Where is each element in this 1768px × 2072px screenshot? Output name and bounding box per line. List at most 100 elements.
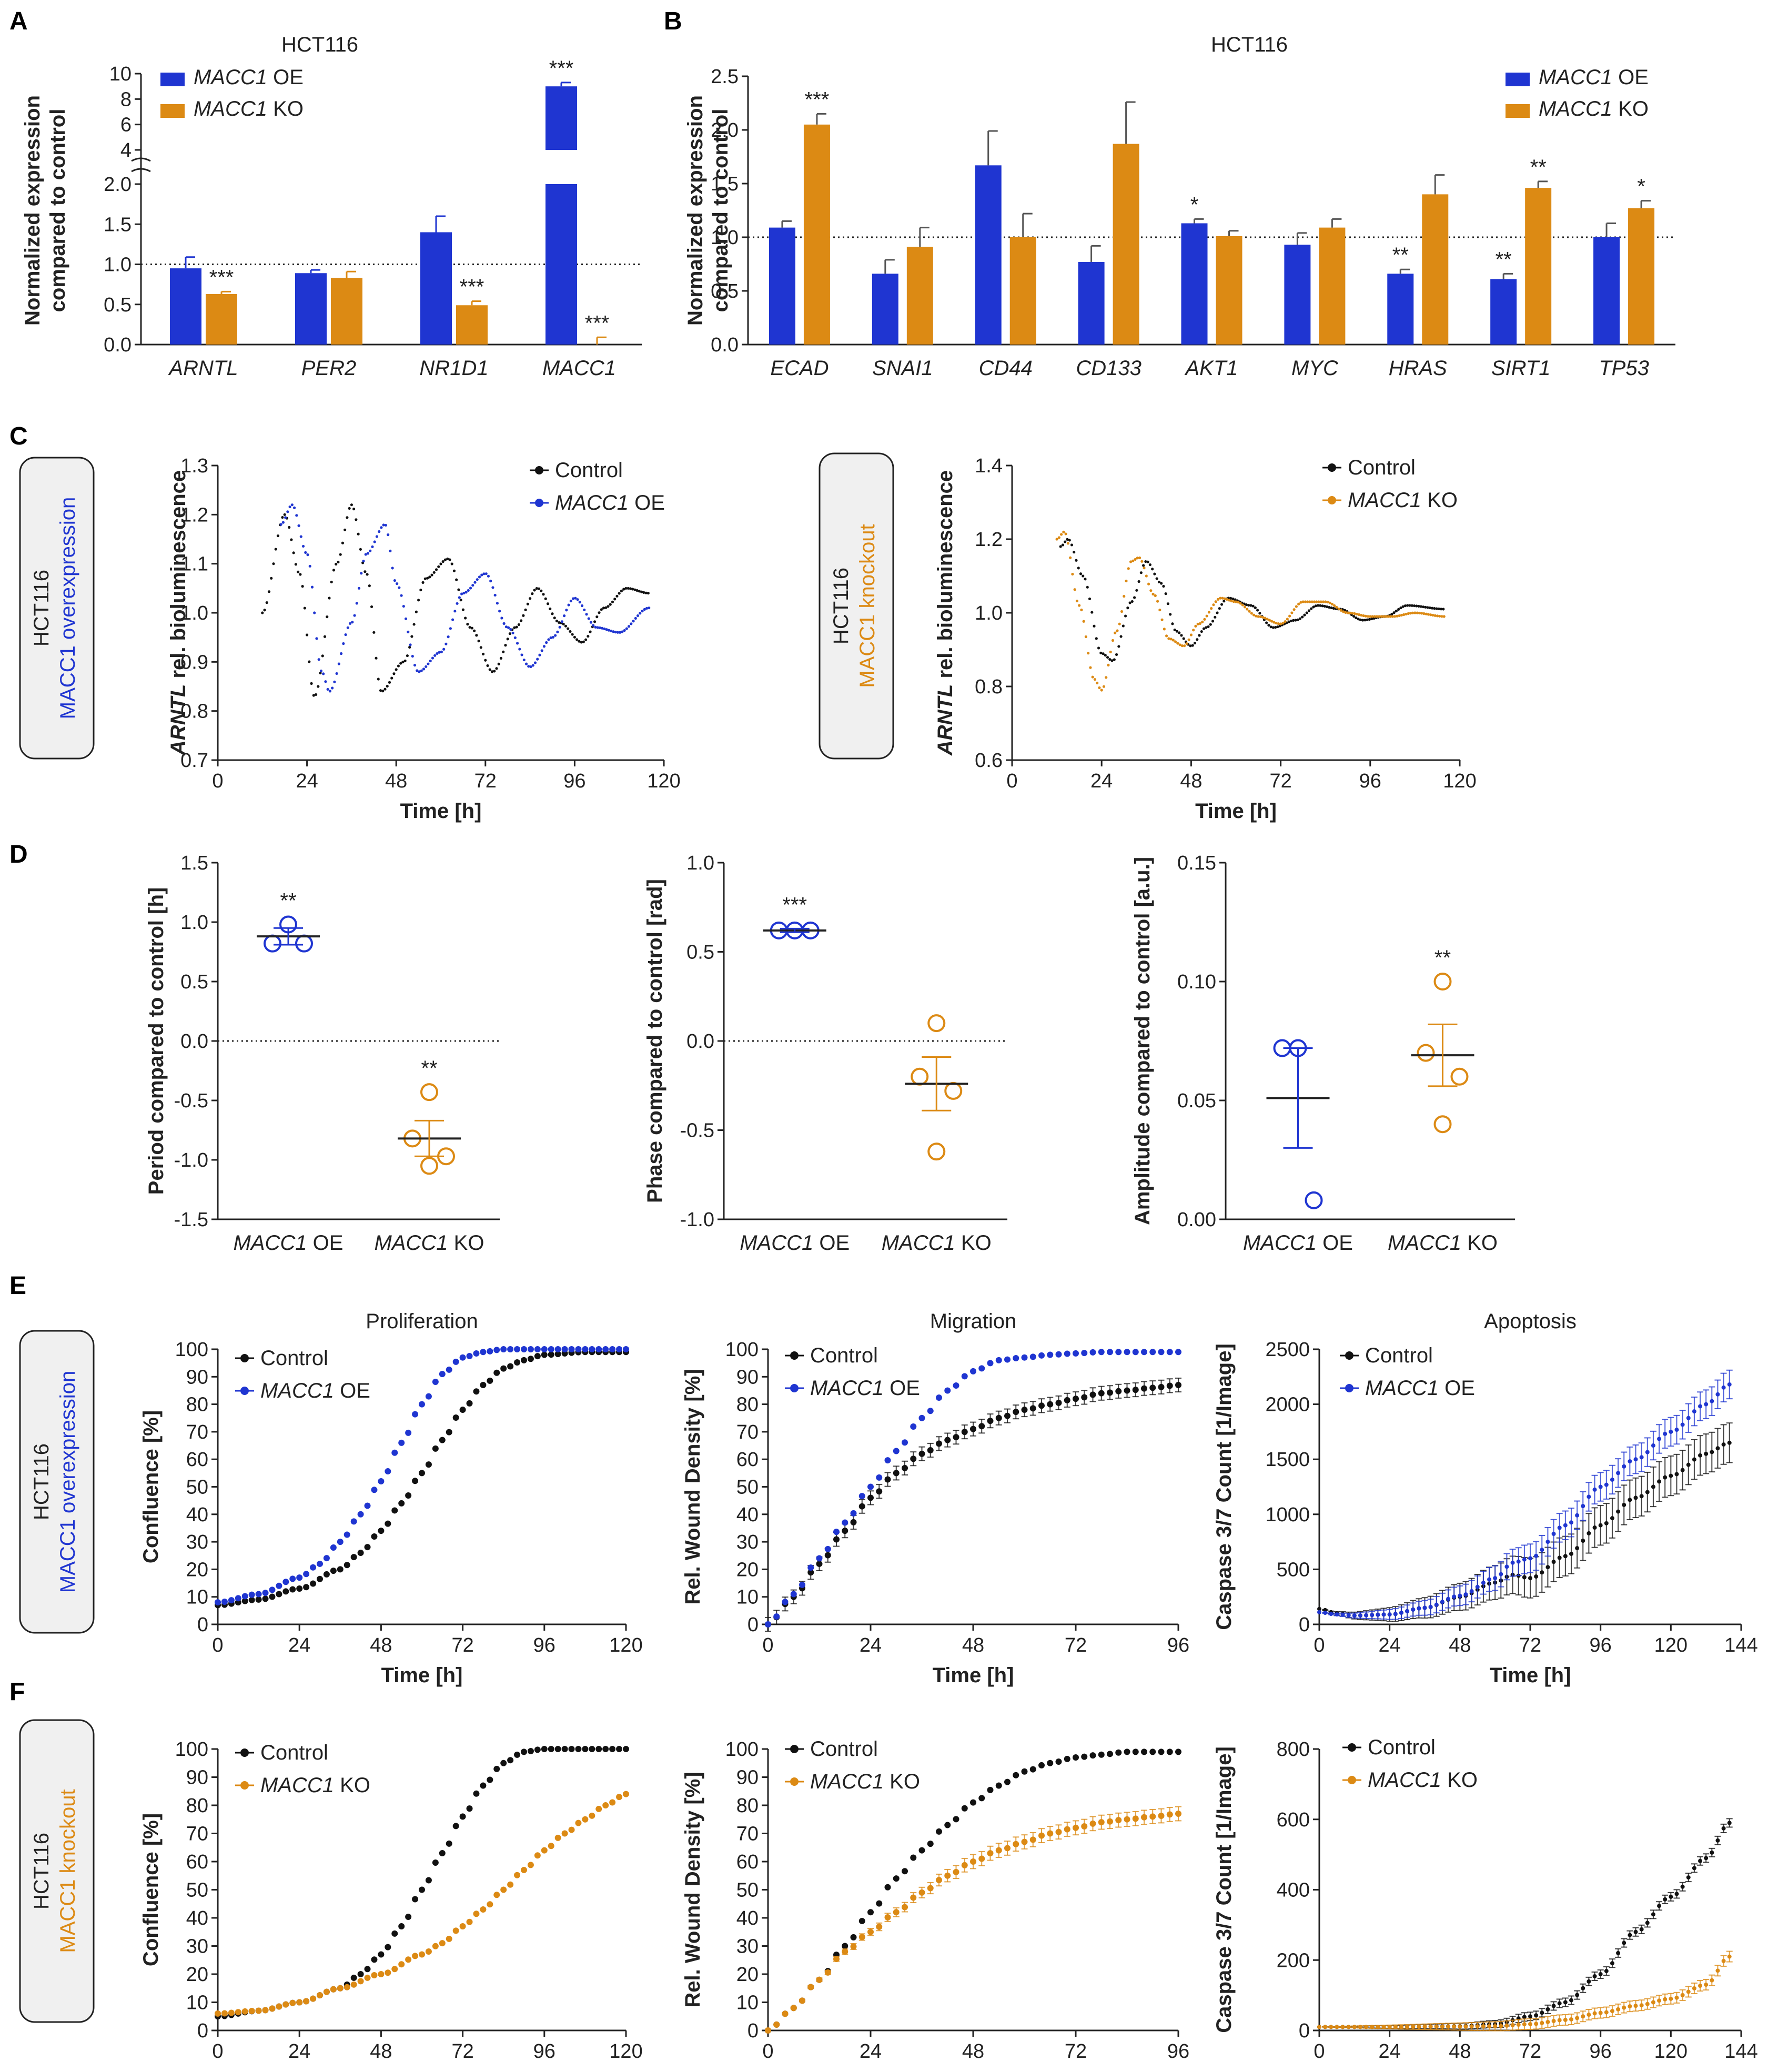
data-point	[936, 1440, 942, 1447]
data-point	[296, 1585, 303, 1592]
data-point	[371, 1956, 378, 1963]
x-tick-label: 48	[385, 770, 407, 792]
data-point	[385, 1520, 391, 1527]
data-point	[1183, 644, 1186, 648]
y-axis-label-line: compared to control	[709, 109, 732, 312]
data-point	[927, 1885, 934, 1892]
bar	[1078, 261, 1105, 345]
data-point	[1698, 1453, 1703, 1458]
legend-label-italic: MACC1	[555, 491, 629, 514]
data-point	[403, 659, 407, 662]
data-point	[290, 538, 293, 541]
data-point	[1335, 1612, 1339, 1617]
data-point	[272, 562, 275, 565]
data-point	[1366, 618, 1369, 621]
y-tick-label: 0.5	[180, 971, 208, 993]
x-axis-label: Time [h]	[933, 2070, 1014, 2072]
y-tick-label: 0	[747, 2020, 759, 2042]
legend-swatch	[1506, 73, 1530, 86]
data-point	[363, 570, 367, 573]
data-point	[1323, 2025, 1328, 2029]
data-point	[378, 530, 381, 533]
data-point	[563, 614, 566, 618]
data-point	[970, 1858, 976, 1865]
legend-label: MACC1 OE	[1539, 66, 1649, 89]
data-point	[439, 1849, 446, 1856]
data-point	[782, 1599, 789, 1605]
data-point	[1093, 678, 1097, 681]
data-point	[569, 599, 572, 603]
data-point	[1064, 1755, 1070, 1762]
y-axis-label: Caspase 3/7 Count [1/Image]	[1213, 1746, 1236, 2033]
data-point	[1134, 558, 1137, 561]
y-tick-label: 90	[736, 1767, 759, 1789]
y-tick-label: 10	[736, 1586, 759, 1609]
y-axis-label: Rel. Wound Density [%]	[681, 1369, 704, 1604]
data-point	[1330, 602, 1334, 606]
data-point	[466, 1805, 473, 1812]
data-point	[456, 602, 459, 605]
data-point	[1249, 604, 1252, 607]
data-point	[1189, 644, 1192, 648]
data-point	[446, 1366, 452, 1373]
data-point	[1358, 2025, 1362, 2029]
data-point	[1292, 608, 1296, 611]
data-point	[970, 1799, 976, 1806]
bar	[420, 232, 452, 345]
data-point	[499, 656, 503, 660]
data-point	[348, 507, 351, 510]
data-point	[281, 516, 284, 519]
significance-label: ***	[460, 276, 484, 299]
data-point	[324, 680, 327, 683]
y-tick-label: 0	[197, 2020, 208, 2042]
data-point	[575, 1346, 582, 1352]
x-category-label-rest: OE	[1317, 1231, 1353, 1255]
data-point	[1405, 1609, 1410, 1613]
data-point	[498, 610, 501, 613]
data-point	[420, 1083, 438, 1101]
data-point	[1055, 1351, 1062, 1358]
data-point	[1038, 1352, 1045, 1359]
data-point	[541, 1847, 548, 1854]
data-point	[480, 1381, 487, 1388]
data-point	[323, 1571, 330, 1578]
data-point	[1598, 1972, 1603, 1976]
data-point	[1038, 1832, 1045, 1839]
series-treatment	[1055, 530, 1446, 692]
data-point	[299, 573, 302, 576]
data-point	[1223, 600, 1226, 603]
data-point	[1422, 2024, 1427, 2029]
data-point	[521, 1346, 527, 1352]
data-point	[616, 631, 619, 634]
y-tick-label: 80	[736, 1795, 759, 1817]
data-point	[439, 562, 442, 565]
data-point	[480, 573, 483, 577]
y-tick-label: 50	[736, 1879, 759, 1902]
data-point	[421, 581, 425, 584]
data-point	[391, 1507, 398, 1514]
data-point	[1284, 620, 1287, 623]
x-category-label: PER2	[301, 357, 357, 380]
data-point	[1098, 686, 1101, 690]
data-point	[1563, 2017, 1568, 2022]
data-point	[1029, 1836, 1036, 1843]
data-point	[480, 1349, 487, 1356]
data-point	[978, 1855, 985, 1862]
data-point	[634, 616, 637, 620]
x-axis-label: Time [h]	[400, 800, 482, 823]
data-point	[339, 553, 342, 556]
data-point	[1426, 606, 1429, 609]
data-point	[1117, 645, 1120, 648]
y-tick-label: 1500	[1265, 1449, 1310, 1471]
bar	[1216, 236, 1242, 345]
x-category-label-rest: KO	[1461, 1231, 1498, 1255]
data-point	[1196, 622, 1199, 625]
data-point	[504, 644, 507, 647]
data-point	[1429, 613, 1432, 616]
data-point	[1228, 599, 1231, 602]
data-point	[1113, 658, 1116, 661]
